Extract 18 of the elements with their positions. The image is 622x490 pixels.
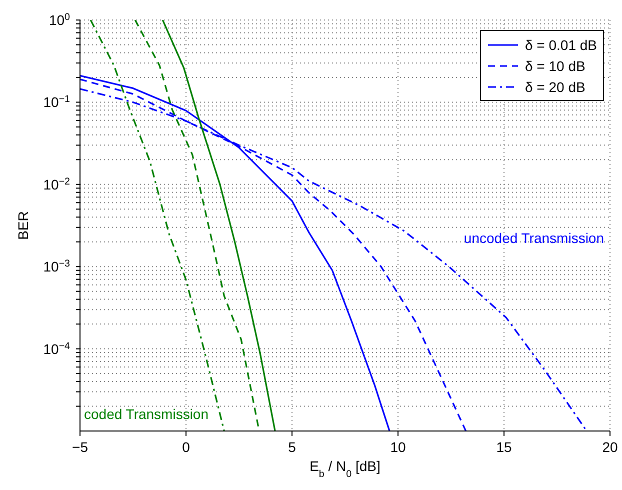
legend-label: δ = 20 dB — [524, 78, 586, 94]
x-tick-label: 0 — [182, 439, 190, 455]
y-tick-label: 10$^{0}$ — [48, 12, 71, 28]
x-axis-title: E$_{b}$ / N$_{0}$ [dB] — [310, 458, 380, 480]
y-tick-label: 10$^{−4}$ — [43, 340, 71, 357]
x-tick-label: −5 — [72, 439, 88, 455]
annotation: uncoded Transmission — [464, 230, 604, 246]
y-axis-title: BER — [15, 211, 31, 240]
y-tick-label: 10$^{−1}$ — [43, 94, 70, 110]
annotation: coded Transmission — [84, 406, 209, 422]
x-tick-label: 5 — [288, 439, 296, 455]
legend-label: δ = 0.01 dB — [524, 36, 597, 52]
x-tick-label: 10 — [390, 439, 406, 455]
x-tick-label: 15 — [496, 439, 512, 455]
legend-label: δ = 10 dB — [524, 58, 586, 74]
y-tick-label: 10$^{−2}$ — [43, 176, 70, 192]
x-tick-label: 20 — [602, 439, 618, 455]
y-tick-label: 10$^{−3}$ — [43, 258, 71, 275]
